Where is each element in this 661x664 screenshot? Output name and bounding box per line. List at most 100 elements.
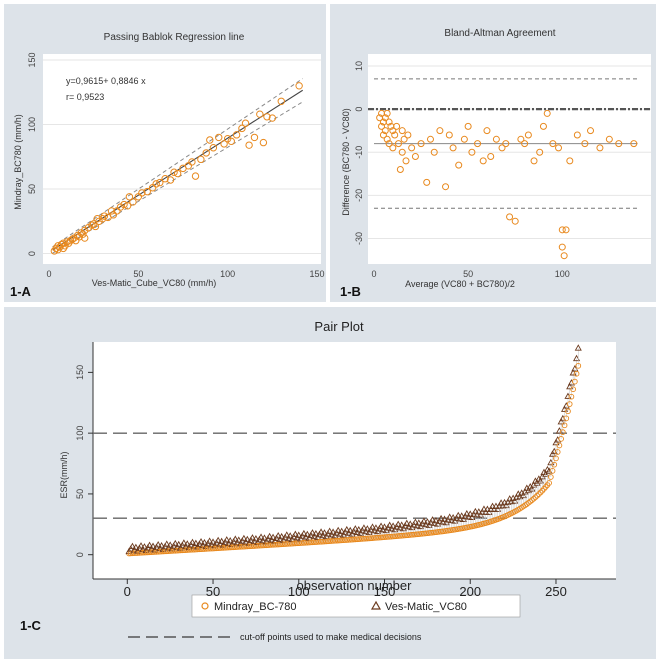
vesmatic-point (502, 501, 510, 509)
vesmatic-point (463, 509, 471, 517)
data-point (125, 193, 134, 201)
legend-box (191, 594, 521, 618)
y-tick-label: 10 (354, 61, 364, 71)
vesmatic-point (386, 521, 394, 528)
vesmatic-point (312, 529, 320, 537)
vesmatic-point (218, 537, 226, 545)
vesmatic-point (248, 534, 257, 541)
data-point (173, 169, 182, 178)
mindray-point (566, 401, 573, 407)
mindray-point (568, 393, 575, 400)
y-tick-label: -10 (354, 146, 364, 159)
panel-tag: 1-C (20, 618, 42, 633)
data-point (558, 243, 566, 251)
vesmatic-point (240, 534, 248, 542)
mindray-point (537, 489, 544, 496)
data-point (449, 144, 457, 152)
data-point (400, 135, 408, 143)
mindray-point (534, 492, 540, 499)
y-tick-label: 0 (354, 107, 364, 112)
vesmatic-point (158, 541, 166, 549)
data-point (436, 127, 444, 135)
vesmatic-point (566, 382, 574, 390)
vesmatic-point (274, 531, 282, 539)
data-point (549, 140, 557, 148)
vesmatic-point (403, 519, 411, 526)
vesmatic-point (283, 531, 291, 538)
vesmatic-point (226, 537, 234, 544)
mindray-point (551, 461, 558, 468)
data-point (129, 198, 137, 206)
vesmatic-point (494, 505, 502, 512)
legend-label-mindray: Mindray_BC-780 (214, 601, 297, 613)
data-point (100, 212, 109, 220)
y-tick-label: 50 (27, 184, 37, 194)
vesmatic-point (432, 516, 440, 524)
data-point (396, 165, 404, 173)
data-point (191, 172, 200, 180)
y-tick-label: 150 (27, 52, 37, 67)
vesmatic-point (235, 536, 243, 543)
mindray-point (575, 362, 582, 369)
data-point (539, 122, 547, 130)
mindray-point (547, 474, 554, 480)
data-point (263, 113, 271, 121)
data-point (381, 114, 389, 122)
chart-title: Passing Bablok Regression line (104, 32, 245, 43)
vesmatic-point (377, 522, 385, 529)
mindray-point (546, 480, 552, 486)
data-point (524, 131, 532, 139)
vesmatic-point (300, 529, 308, 537)
data-point (502, 140, 510, 148)
data-point (468, 148, 476, 156)
vesmatic-point (557, 417, 565, 425)
vesmatic-point (132, 543, 140, 551)
vesmatic-point (572, 354, 581, 362)
vesmatic-point (308, 529, 317, 536)
vesmatic-point (488, 502, 497, 509)
mindray-point (563, 415, 570, 422)
vesmatic-point (363, 525, 371, 532)
mindray-point (561, 422, 568, 429)
chart-title: Pair Plot (314, 319, 364, 334)
vesmatic-point (149, 542, 157, 549)
data-point (506, 213, 514, 221)
chart-title: Bland-Altman Agreement (444, 28, 555, 39)
vesmatic-point (214, 536, 222, 544)
data-point (581, 140, 589, 148)
data-point (408, 144, 416, 152)
data-point (562, 226, 570, 234)
vesmatic-point (171, 539, 179, 547)
data-point (411, 153, 419, 161)
vesmatic-point (475, 508, 483, 515)
vesmatic-point (206, 537, 214, 544)
vesmatic-point (192, 539, 200, 546)
legend-label-vesmatic: Ves-Matic_VC80 (385, 601, 467, 613)
data-point (166, 176, 175, 184)
plot-area (368, 54, 651, 264)
y-tick-label: 0 (75, 552, 85, 557)
x-axis-label: Ves-Matic_Cube_VC80 (mm/h) (92, 278, 217, 288)
data-point (389, 144, 397, 152)
data-point (560, 252, 568, 260)
vesmatic-point (146, 541, 154, 548)
data-point (442, 183, 450, 191)
mindray-point (525, 499, 532, 506)
data-point (385, 118, 393, 126)
data-point (385, 140, 393, 148)
vesmatic-point (175, 540, 183, 548)
vesmatic-point (209, 538, 217, 545)
data-point (120, 200, 128, 209)
vesmatic-point (380, 523, 389, 530)
data-point (555, 144, 563, 152)
data-point (91, 222, 100, 231)
vesmatic-point (420, 517, 428, 524)
vesmatic-point (334, 526, 342, 534)
data-point (268, 114, 277, 122)
y-axis-label: ESR(mm/h) (59, 451, 69, 498)
data-point (383, 135, 391, 143)
x-tick-label: 100 (288, 584, 310, 599)
vesmatic-point (490, 505, 498, 512)
mindray-point (549, 468, 556, 474)
vesmatic-point (269, 533, 277, 541)
